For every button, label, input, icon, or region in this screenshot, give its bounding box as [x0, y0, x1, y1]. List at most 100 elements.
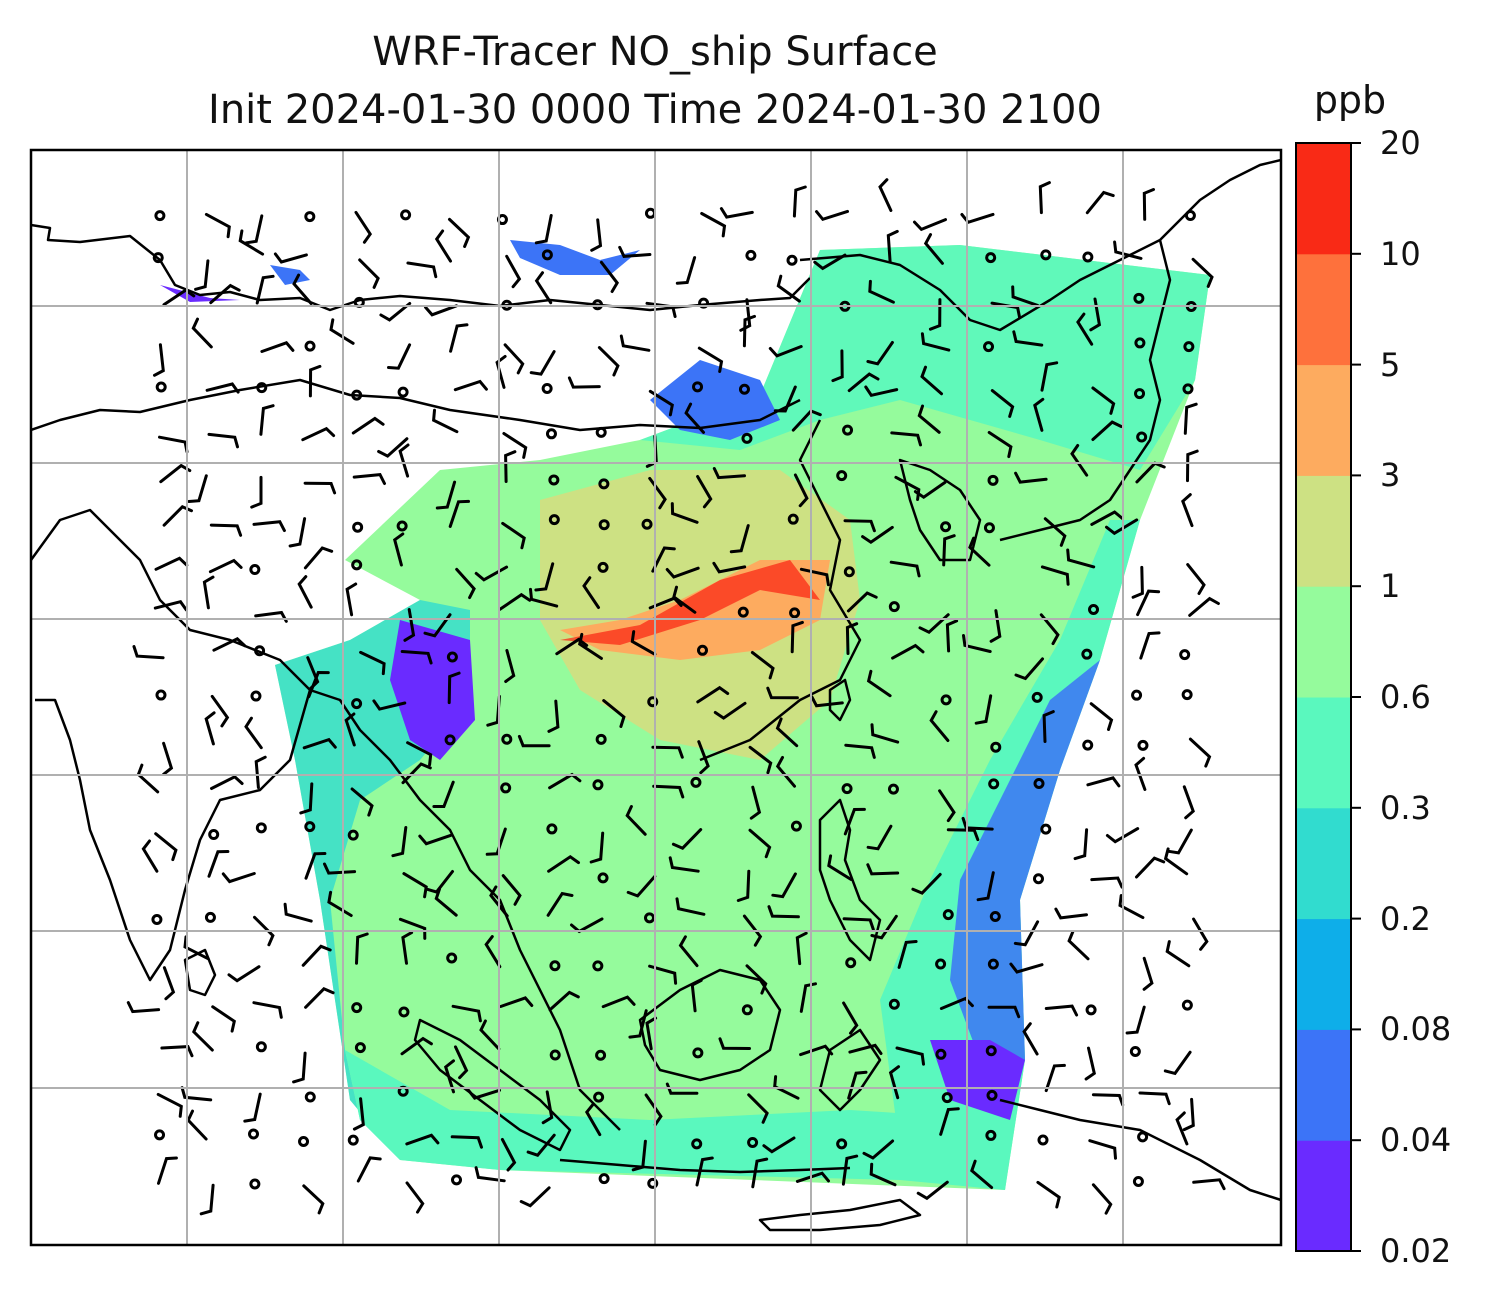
wind-barb — [1042, 710, 1055, 743]
wind-barb — [1054, 907, 1088, 920]
wind-barb — [652, 784, 685, 799]
wind-barb — [843, 519, 876, 533]
wind-barb — [162, 288, 196, 307]
coastline-russia-east — [799, 158, 1281, 332]
wind-barb — [250, 475, 263, 509]
calm-wind-marker — [249, 564, 261, 576]
wind-barb — [350, 787, 374, 817]
calm-wind-marker — [1037, 1134, 1049, 1146]
wind-barb — [323, 862, 357, 875]
wind-barb — [866, 669, 892, 698]
wind-barb — [555, 637, 589, 656]
wind-barb — [1113, 240, 1143, 260]
wind-barb — [976, 871, 995, 902]
wind-barb — [159, 463, 192, 484]
colorbar-tick-label: 0.08 — [1380, 1010, 1452, 1049]
colorbar-bin — [1296, 697, 1351, 809]
calm-wind-marker — [545, 428, 557, 440]
calm-wind-marker — [987, 958, 999, 970]
calm-wind-marker — [444, 734, 456, 746]
coastline-sulawesi — [818, 1028, 882, 1112]
wind-barb — [675, 256, 697, 285]
coastline-sri-lanka — [183, 948, 217, 997]
calm-wind-marker — [787, 513, 799, 525]
wind-barb — [671, 828, 703, 850]
wind-barb — [870, 723, 900, 744]
wind-barb — [292, 1051, 307, 1084]
wind-barb — [831, 349, 844, 383]
wind-barb — [162, 741, 174, 776]
wind-barb — [141, 839, 159, 873]
wind-barb — [255, 274, 275, 305]
calm-wind-marker — [842, 424, 854, 436]
wind-barb — [768, 345, 803, 358]
calm-wind-marker — [1033, 777, 1045, 789]
wind-barb — [1044, 1063, 1066, 1093]
wind-barb — [392, 532, 405, 567]
wind-barb — [987, 431, 1013, 459]
wind-barb — [987, 1005, 1021, 1019]
calm-wind-marker — [351, 1002, 363, 1014]
calm-wind-marker — [836, 1138, 848, 1150]
wind-barb — [628, 1009, 648, 1039]
calm-wind-marker — [592, 960, 604, 972]
wind-barb — [1091, 1093, 1125, 1107]
wind-barb — [485, 827, 507, 856]
wind-barb — [792, 185, 807, 218]
calm-wind-marker — [304, 1091, 316, 1103]
wind-barb — [751, 1157, 769, 1189]
calm-wind-marker — [501, 733, 513, 745]
wind-barb — [766, 686, 799, 700]
calm-wind-marker — [843, 566, 855, 578]
wind-barb — [356, 1156, 382, 1183]
calm-wind-marker — [500, 782, 512, 794]
wind-barb — [434, 229, 452, 263]
wind-barb — [795, 1171, 830, 1183]
wind-barb — [1134, 756, 1147, 791]
calm-wind-marker — [354, 1042, 366, 1054]
wind-barb — [484, 935, 502, 969]
wind-barb — [712, 467, 746, 480]
wind-barb — [503, 343, 525, 375]
wind-barb — [387, 343, 412, 370]
wind-barb — [1105, 518, 1139, 536]
calm-wind-marker — [1134, 337, 1146, 349]
colorbar-bin — [1296, 253, 1351, 366]
wind-barb — [1175, 1111, 1189, 1146]
wind-barb — [495, 354, 507, 389]
wind-barb — [990, 389, 1015, 418]
wind-barb — [1040, 361, 1059, 392]
calm-wind-marker — [644, 912, 656, 924]
wind-barb — [1186, 449, 1199, 483]
wind-barb — [1013, 920, 1040, 947]
wind-barb — [888, 1065, 900, 1100]
calm-wind-marker — [549, 960, 561, 972]
wind-barb — [308, 364, 322, 398]
wind-barb — [1014, 471, 1048, 484]
wind-barb — [736, 869, 751, 902]
wind-barb — [1183, 402, 1198, 435]
calm-wind-marker — [1032, 873, 1044, 885]
wind-barb — [344, 712, 356, 747]
calm-wind-marker — [255, 822, 267, 834]
wind-barb — [842, 917, 875, 931]
wind-barb — [968, 536, 991, 567]
calm-wind-marker — [1181, 999, 1193, 1011]
calm-wind-marker — [1137, 1131, 1149, 1143]
wind-barb — [630, 630, 657, 656]
colorbar-bin — [1296, 143, 1351, 255]
calm-wind-marker — [597, 872, 609, 884]
wind-barb — [304, 852, 327, 880]
wind-barb — [467, 1088, 501, 1100]
wind-barb — [435, 480, 457, 510]
wind-barb — [372, 699, 407, 711]
calm-wind-marker — [690, 776, 702, 788]
calm-wind-marker — [1088, 603, 1100, 615]
wind-barb — [870, 914, 898, 940]
calm-wind-marker — [352, 521, 364, 533]
wind-barb — [498, 592, 532, 611]
calm-wind-marker — [598, 1173, 610, 1185]
wind-barb — [402, 872, 428, 899]
wind-barb — [631, 1139, 647, 1172]
wind-barb — [126, 1001, 161, 1014]
